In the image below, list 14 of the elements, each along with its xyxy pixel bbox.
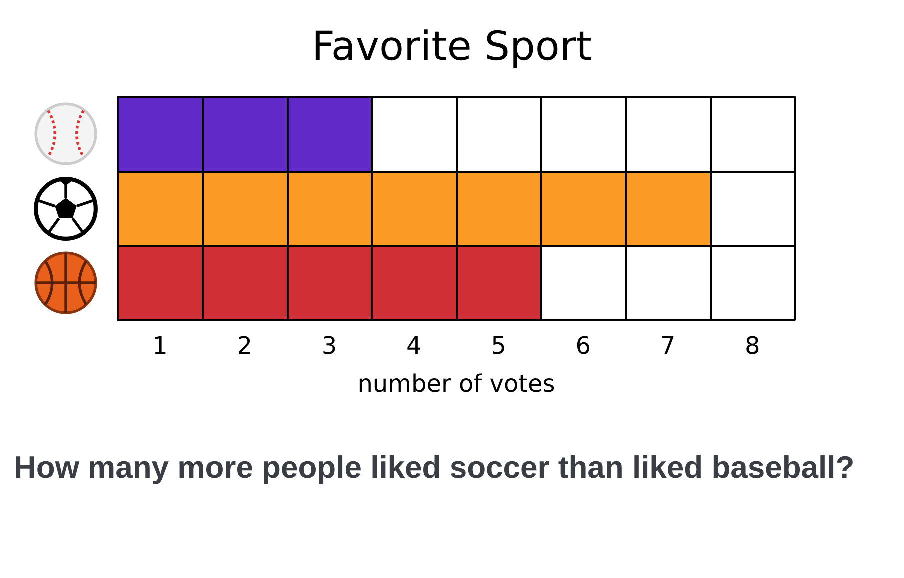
x-tick-label: 6 — [576, 332, 592, 360]
bar — [118, 246, 542, 320]
x-tick-label: 8 — [745, 332, 760, 360]
x-tick-label: 4 — [406, 332, 422, 360]
chart-title: Favorite Sport — [312, 24, 592, 70]
x-tick-label: 7 — [660, 332, 676, 360]
x-tick-label: 5 — [491, 332, 506, 360]
text: How many more people liked soccer than liked baseball? — [14, 449, 856, 487]
x-tick-label: 1 — [152, 332, 168, 360]
x-axis-title: number of votes — [358, 370, 556, 398]
bar — [118, 171, 710, 246]
x-tick-label: 2 — [237, 332, 253, 360]
x-tick-label: 3 — [322, 332, 338, 360]
bar — [118, 97, 372, 172]
